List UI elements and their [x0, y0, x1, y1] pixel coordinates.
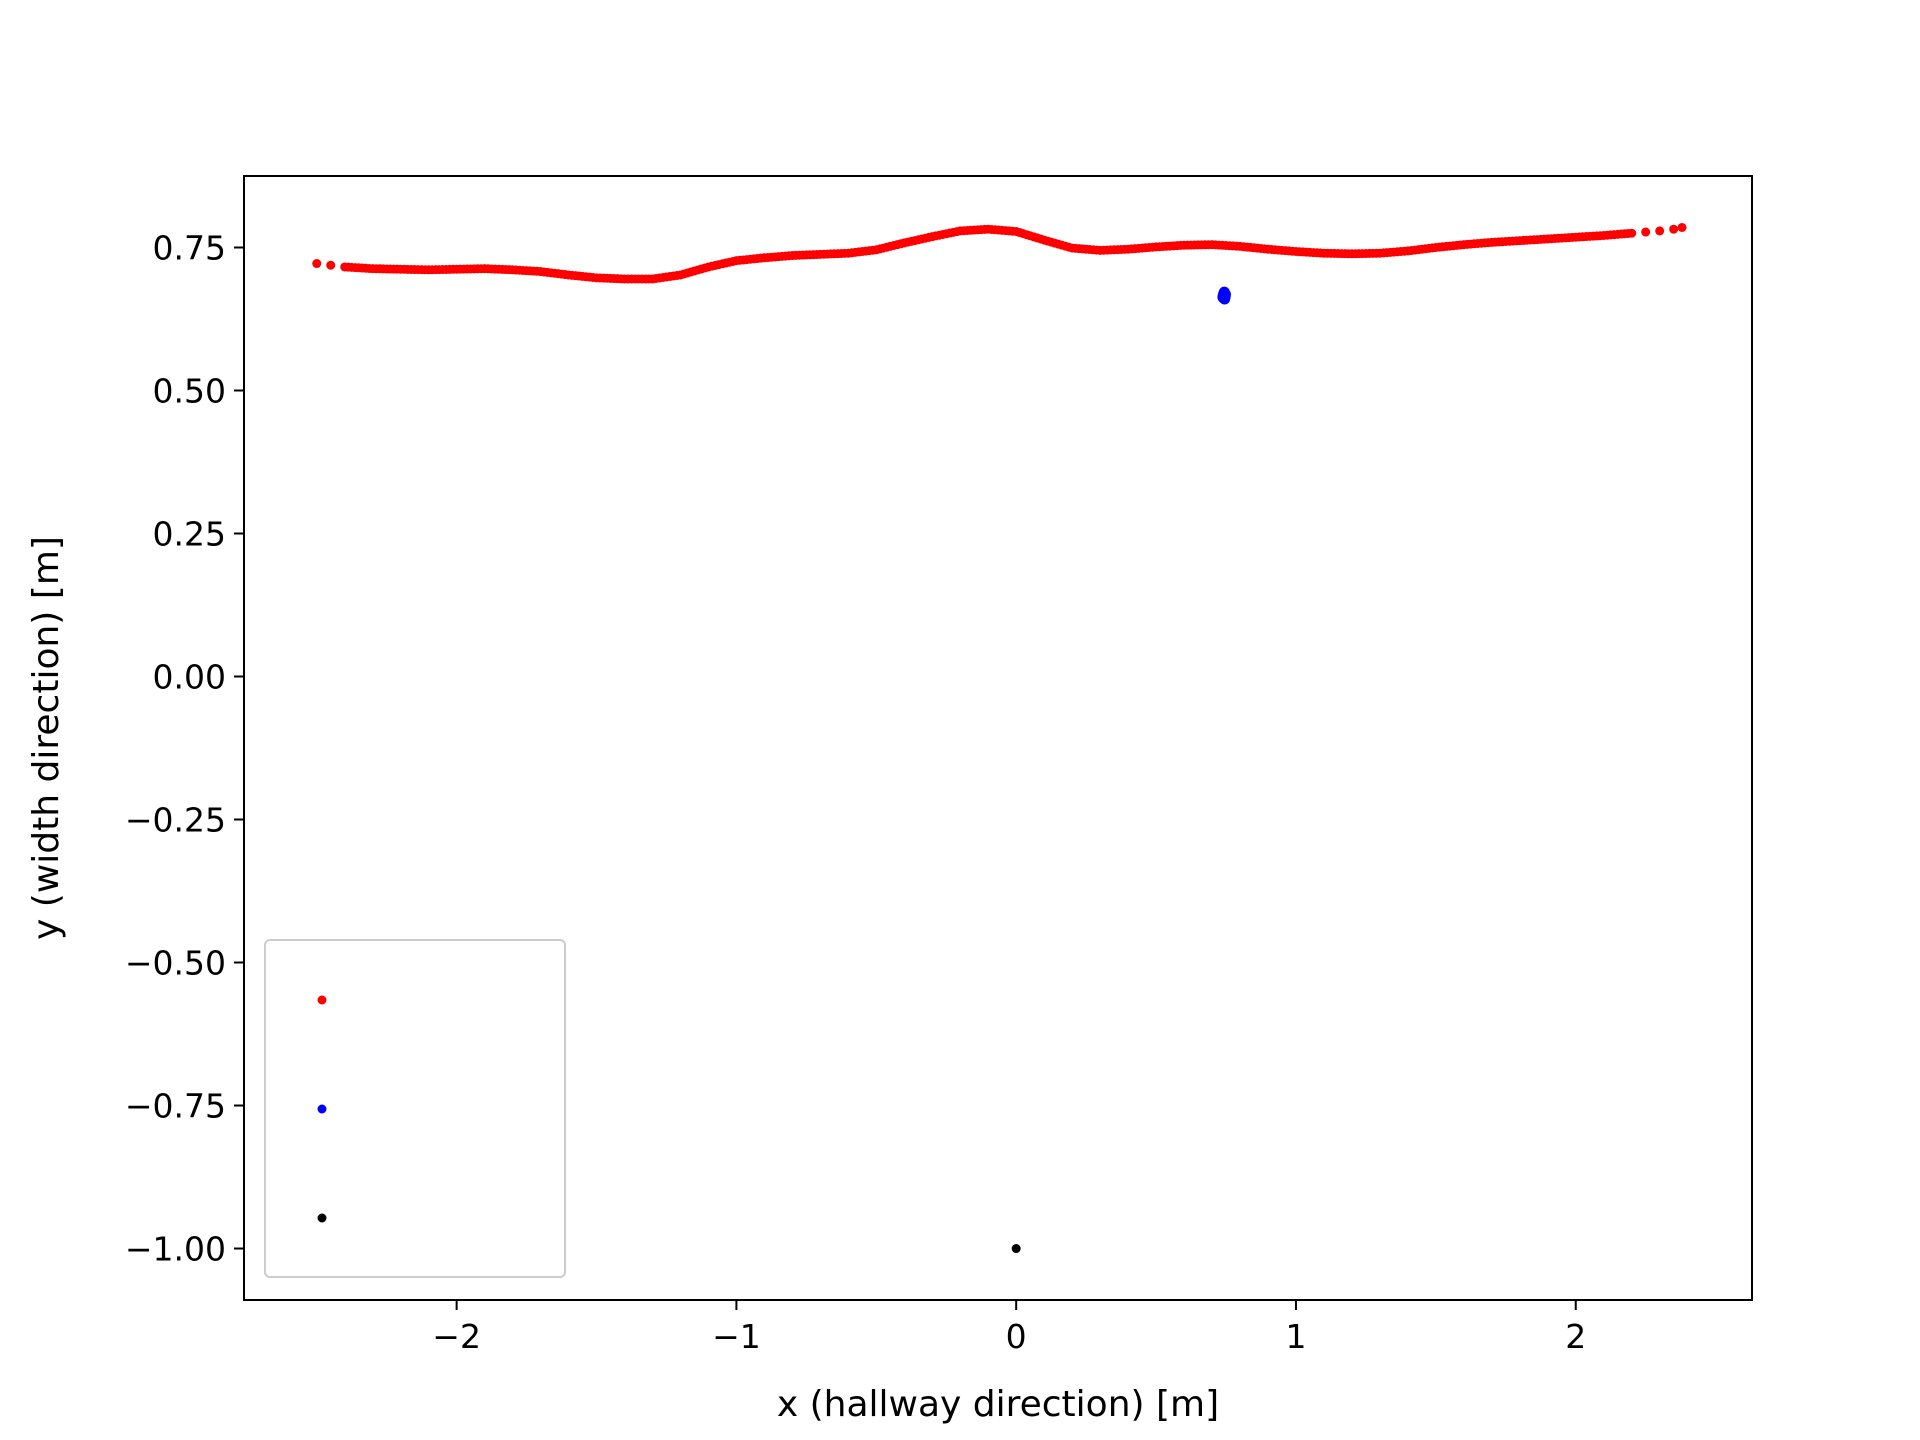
- x-axis-label: x (hallway direction) [m]: [777, 1384, 1219, 1425]
- data-point: [312, 259, 322, 269]
- y-axis-label: y (width direction) [m]: [26, 536, 67, 940]
- x-tick-label: −1: [712, 1317, 761, 1356]
- data-point: [1217, 291, 1229, 303]
- x-tick-label: 1: [1285, 1317, 1306, 1356]
- y-axis-ticks: 0.75 0.50 0.25 0.00 −0.25 −0.50 −0.75 −1.00: [125, 229, 244, 1269]
- data-point: [1627, 228, 1637, 238]
- legend-marker: [317, 995, 327, 1005]
- data-points: [312, 222, 1687, 1254]
- y-tick-label: 0.00: [153, 658, 226, 697]
- x-tick-label: 0: [1006, 1317, 1027, 1356]
- y-tick-label: 0.50: [153, 372, 226, 411]
- legend-markers: [317, 995, 327, 1223]
- data-point: [1655, 226, 1665, 236]
- y-tick-label: −1.00: [125, 1230, 226, 1269]
- data-point: [1641, 227, 1651, 237]
- x-tick-label: −2: [432, 1317, 481, 1356]
- y-tick-label: 0.75: [153, 229, 226, 268]
- legend-marker: [317, 1213, 327, 1223]
- data-point: [1669, 224, 1679, 234]
- legend: [264, 939, 566, 1278]
- data-point: [1011, 1244, 1021, 1254]
- y-tick-label: 0.25: [153, 515, 226, 554]
- plot-frame: [243, 175, 1753, 1301]
- y-tick-label: −0.25: [125, 801, 226, 840]
- data-point: [326, 260, 336, 270]
- y-tick-label: −0.75: [125, 1087, 226, 1126]
- y-tick-label: −0.50: [125, 944, 226, 983]
- x-axis-ticks: −2 −1 0 1 2: [432, 1300, 1586, 1356]
- legend-marker: [317, 1104, 327, 1114]
- x-tick-label: 2: [1565, 1317, 1586, 1356]
- legend-box: [264, 939, 566, 1278]
- data-point: [1677, 222, 1687, 232]
